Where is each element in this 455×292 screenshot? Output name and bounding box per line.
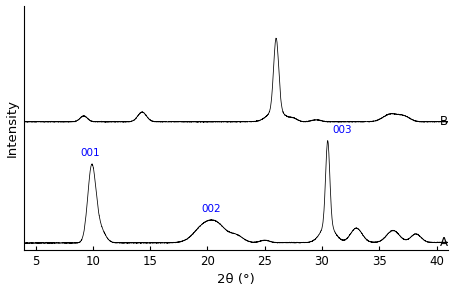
Text: B: B xyxy=(440,115,448,128)
X-axis label: 2θ (°): 2θ (°) xyxy=(217,273,255,286)
Text: 002: 002 xyxy=(201,204,221,214)
Y-axis label: Intensity: Intensity xyxy=(5,99,19,157)
Text: 001: 001 xyxy=(81,148,101,158)
Text: 003: 003 xyxy=(333,125,353,135)
Text: A: A xyxy=(440,236,448,249)
